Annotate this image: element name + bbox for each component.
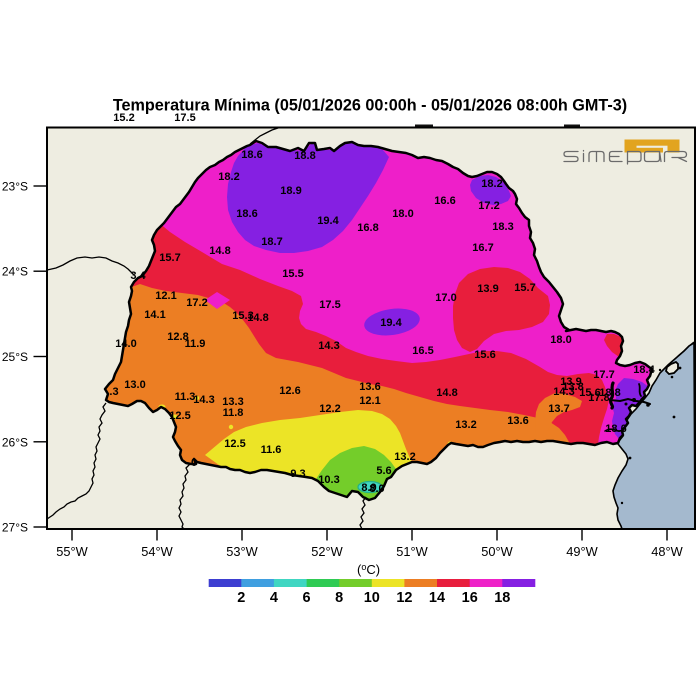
svg-text:14.1: 14.1 <box>144 309 165 321</box>
svg-text:15.3: 15.3 <box>232 310 253 322</box>
svg-text:12.1: 12.1 <box>155 290 176 302</box>
svg-text:19.4: 19.4 <box>317 215 339 227</box>
svg-text:16: 16 <box>462 590 478 606</box>
svg-text:16.8: 16.8 <box>357 222 378 234</box>
svg-text:15.7: 15.7 <box>159 252 180 264</box>
svg-text:15.6: 15.6 <box>474 349 495 361</box>
svg-text:13.8: 13.8 <box>562 381 583 393</box>
svg-text:4: 4 <box>270 590 278 606</box>
svg-text:17.5: 17.5 <box>174 112 195 124</box>
svg-text:51°W: 51°W <box>396 544 428 559</box>
svg-text:8.9: 8.9 <box>361 482 376 494</box>
svg-text:18.4: 18.4 <box>633 364 655 376</box>
svg-text:17.7: 17.7 <box>593 369 614 381</box>
svg-text:13.0: 13.0 <box>124 379 145 391</box>
svg-text:14.3: 14.3 <box>553 386 574 398</box>
svg-text:14.3: 14.3 <box>193 394 214 406</box>
svg-text:18: 18 <box>494 590 510 606</box>
svg-text:18.2: 18.2 <box>218 171 239 183</box>
svg-text:15.7: 15.7 <box>514 282 535 294</box>
svg-text:15.6: 15.6 <box>579 387 600 399</box>
svg-text:12.6: 12.6 <box>279 385 300 397</box>
svg-text:8.0: 8.0 <box>369 483 384 495</box>
svg-text:13.3: 13.3 <box>222 396 243 408</box>
svg-text:23°S: 23°S <box>2 180 28 194</box>
svg-text:18.8: 18.8 <box>294 150 315 162</box>
svg-text:10: 10 <box>364 590 380 606</box>
svg-text:18.2: 18.2 <box>481 178 502 190</box>
svg-text:12.5: 12.5 <box>224 438 245 450</box>
svg-text:13.9: 13.9 <box>477 283 498 295</box>
svg-text:.3: .3 <box>109 386 118 398</box>
svg-text:18.6: 18.6 <box>241 149 262 161</box>
svg-text:18.6: 18.6 <box>236 208 257 220</box>
svg-text:13.9: 13.9 <box>560 376 581 388</box>
svg-text:19.4: 19.4 <box>380 317 402 329</box>
svg-text:11.9: 11.9 <box>185 338 206 350</box>
svg-text:18.7: 18.7 <box>261 236 282 248</box>
svg-text:14.0: 14.0 <box>115 338 136 350</box>
svg-text:17.8: 17.8 <box>588 392 609 404</box>
svg-text:14.3: 14.3 <box>318 340 339 352</box>
svg-text:18.9: 18.9 <box>280 185 301 197</box>
svg-text:54°W: 54°W <box>141 544 173 559</box>
svg-text:14.8: 14.8 <box>436 387 457 399</box>
svg-text:18.3: 18.3 <box>492 221 513 233</box>
svg-text:13.2: 13.2 <box>455 419 476 431</box>
svg-text:13.6: 13.6 <box>507 415 528 427</box>
svg-text:(oC): (oC) <box>357 562 380 577</box>
svg-text:16.6: 16.6 <box>434 195 455 207</box>
svg-text:3.4: 3.4 <box>130 270 146 282</box>
svg-text:8: 8 <box>335 590 343 606</box>
svg-text:11.6: 11.6 <box>261 444 282 456</box>
svg-text:48°W: 48°W <box>651 544 683 559</box>
svg-text:16.5: 16.5 <box>412 345 433 357</box>
svg-text:17.2: 17.2 <box>186 297 207 309</box>
svg-text:24°S: 24°S <box>2 265 28 279</box>
svg-text:27°S: 27°S <box>2 521 28 535</box>
svg-text:5.6: 5.6 <box>376 465 391 477</box>
svg-text:17.5: 17.5 <box>319 299 340 311</box>
svg-text:13.2: 13.2 <box>394 451 415 463</box>
svg-text:18.6: 18.6 <box>605 423 626 435</box>
svg-text:14.8: 14.8 <box>209 245 230 257</box>
svg-text:14: 14 <box>429 590 445 606</box>
svg-text:12.5: 12.5 <box>169 410 190 422</box>
svg-text:13.6: 13.6 <box>359 381 380 393</box>
svg-text:2: 2 <box>237 590 245 606</box>
svg-text:49°W: 49°W <box>566 544 598 559</box>
svg-text:55°W: 55°W <box>56 544 88 559</box>
svg-text:9.3: 9.3 <box>290 468 305 480</box>
svg-text:16.7: 16.7 <box>472 242 493 254</box>
svg-text:11.3: 11.3 <box>175 391 196 403</box>
svg-text:11.8: 11.8 <box>223 407 244 419</box>
svg-text:52°W: 52°W <box>311 544 343 559</box>
svg-text:18.8: 18.8 <box>599 387 620 399</box>
svg-text:Temperatura Mínima (05/01/2026: Temperatura Mínima (05/01/2026 00:00h - … <box>113 97 627 115</box>
svg-text:10.3: 10.3 <box>318 474 339 486</box>
svg-text:15.5: 15.5 <box>282 268 303 280</box>
svg-text:14.8: 14.8 <box>247 312 268 324</box>
svg-text:12: 12 <box>396 590 412 606</box>
svg-text:13.7: 13.7 <box>548 403 569 415</box>
svg-text:6: 6 <box>303 590 311 606</box>
svg-text:15.2: 15.2 <box>113 112 134 124</box>
svg-text:12.8: 12.8 <box>167 331 188 343</box>
svg-text:25°S: 25°S <box>2 350 28 364</box>
svg-text:18.0: 18.0 <box>392 208 413 220</box>
svg-text:50°W: 50°W <box>481 544 513 559</box>
svg-text:17.2: 17.2 <box>478 200 499 212</box>
svg-text:26°S: 26°S <box>2 435 28 449</box>
svg-text:12.2: 12.2 <box>319 403 340 415</box>
svg-text:18.0: 18.0 <box>550 334 571 346</box>
svg-text:17.0: 17.0 <box>435 292 456 304</box>
svg-text:12.1: 12.1 <box>359 395 380 407</box>
svg-text:53°W: 53°W <box>226 544 258 559</box>
